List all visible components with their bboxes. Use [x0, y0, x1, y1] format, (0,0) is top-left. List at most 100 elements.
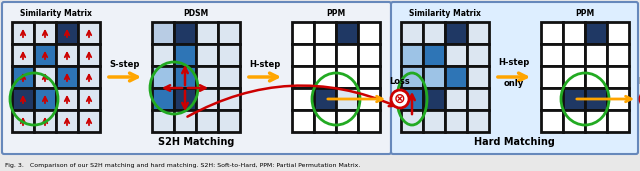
Bar: [445, 88, 467, 110]
Bar: [358, 44, 380, 66]
Bar: [358, 22, 380, 44]
Bar: [314, 110, 336, 132]
Bar: [336, 22, 358, 44]
Bar: [563, 88, 585, 110]
Bar: [218, 88, 240, 110]
Bar: [152, 110, 174, 132]
Bar: [174, 44, 196, 66]
Bar: [292, 88, 314, 110]
Bar: [445, 44, 467, 66]
Bar: [196, 22, 218, 44]
Bar: [34, 22, 56, 44]
Bar: [336, 110, 358, 132]
Bar: [174, 22, 196, 44]
Bar: [174, 66, 196, 88]
Bar: [12, 88, 34, 110]
Bar: [78, 66, 100, 88]
Bar: [563, 22, 585, 44]
Text: PDSM: PDSM: [184, 9, 209, 18]
Circle shape: [391, 90, 409, 108]
Bar: [336, 88, 358, 110]
Bar: [314, 88, 336, 110]
Bar: [12, 110, 34, 132]
Bar: [152, 66, 174, 88]
Bar: [467, 110, 489, 132]
Bar: [467, 88, 489, 110]
Bar: [34, 88, 56, 110]
Bar: [174, 110, 196, 132]
Bar: [218, 44, 240, 66]
Bar: [34, 66, 56, 88]
Bar: [336, 66, 358, 88]
Bar: [314, 66, 336, 88]
Bar: [423, 22, 445, 44]
Text: Hard Matching: Hard Matching: [474, 137, 555, 147]
Bar: [152, 88, 174, 110]
Bar: [541, 110, 563, 132]
Bar: [358, 110, 380, 132]
Bar: [56, 22, 78, 44]
Bar: [34, 110, 56, 132]
Bar: [607, 44, 629, 66]
Bar: [401, 88, 423, 110]
Bar: [314, 44, 336, 66]
Text: Loss: Loss: [390, 77, 410, 86]
Text: H-step: H-step: [250, 60, 280, 69]
Bar: [585, 22, 607, 44]
Text: S-step: S-step: [110, 60, 140, 69]
Bar: [445, 110, 467, 132]
Bar: [585, 44, 607, 66]
Bar: [423, 110, 445, 132]
Bar: [607, 22, 629, 44]
Text: only: only: [504, 79, 524, 88]
Bar: [56, 66, 78, 88]
Bar: [78, 44, 100, 66]
Text: Fig. 3.   Comparison of our S2H matching and hard matching. S2H: Soft-to-Hard, P: Fig. 3. Comparison of our S2H matching a…: [5, 163, 360, 168]
Bar: [467, 44, 489, 66]
Text: ⊗: ⊗: [394, 92, 406, 106]
Bar: [607, 110, 629, 132]
Bar: [78, 88, 100, 110]
Bar: [78, 110, 100, 132]
Text: H-step: H-step: [499, 58, 530, 67]
Bar: [423, 66, 445, 88]
Bar: [12, 44, 34, 66]
Bar: [401, 44, 423, 66]
Bar: [196, 110, 218, 132]
Bar: [401, 22, 423, 44]
Bar: [585, 88, 607, 110]
Bar: [12, 66, 34, 88]
Bar: [12, 22, 34, 44]
Bar: [292, 66, 314, 88]
Bar: [78, 22, 100, 44]
Bar: [423, 88, 445, 110]
Bar: [445, 66, 467, 88]
Bar: [541, 66, 563, 88]
Bar: [563, 110, 585, 132]
Bar: [56, 44, 78, 66]
Bar: [292, 22, 314, 44]
Bar: [196, 66, 218, 88]
Text: Loss: Loss: [639, 77, 640, 86]
Bar: [607, 66, 629, 88]
Bar: [541, 88, 563, 110]
Bar: [445, 22, 467, 44]
Text: PPM: PPM: [326, 9, 346, 18]
Text: Similarity Matrix: Similarity Matrix: [409, 9, 481, 18]
Bar: [56, 88, 78, 110]
Bar: [401, 66, 423, 88]
Bar: [56, 110, 78, 132]
Bar: [152, 22, 174, 44]
Bar: [401, 110, 423, 132]
Bar: [563, 44, 585, 66]
Bar: [585, 66, 607, 88]
Bar: [314, 22, 336, 44]
Bar: [34, 44, 56, 66]
Bar: [292, 110, 314, 132]
Bar: [563, 66, 585, 88]
Bar: [174, 88, 196, 110]
Bar: [292, 44, 314, 66]
Text: Similarity Matrix: Similarity Matrix: [20, 9, 92, 18]
Text: PPM: PPM: [575, 9, 595, 18]
Bar: [336, 44, 358, 66]
